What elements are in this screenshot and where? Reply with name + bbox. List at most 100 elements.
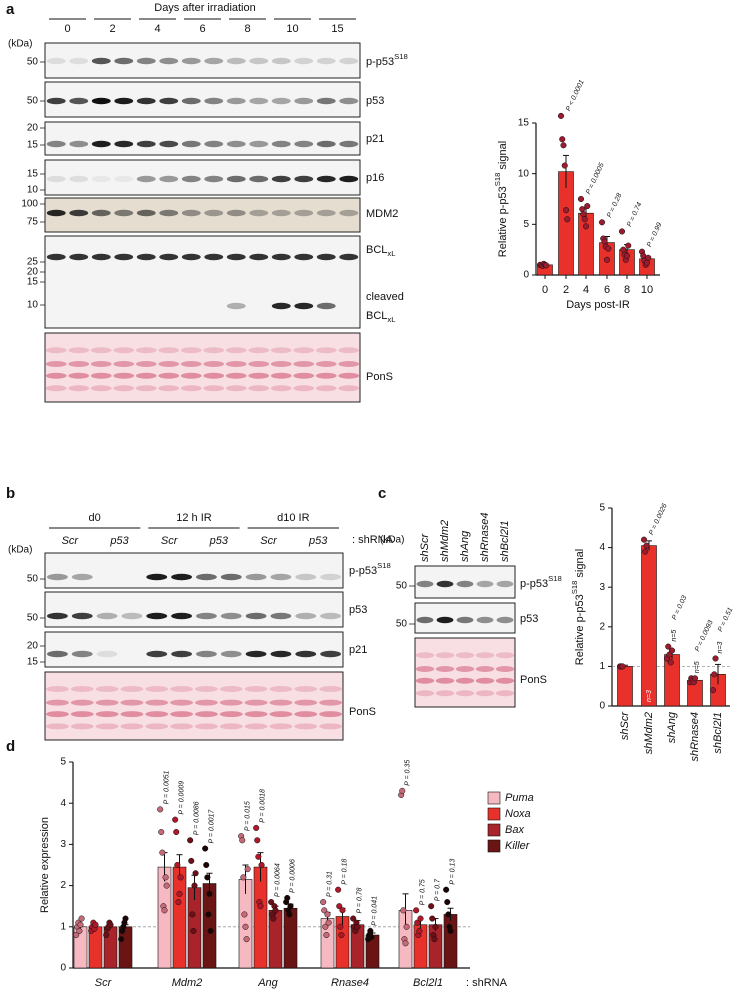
data-point — [272, 907, 279, 914]
p-value: P = 0.0009 — [178, 781, 185, 815]
marker-label: 10 — [27, 185, 39, 196]
blot-title: Days after irradiation — [154, 2, 256, 14]
lane-label: 0 — [64, 23, 70, 35]
blot-label-sup: S18 — [394, 52, 408, 61]
band — [220, 650, 242, 658]
pons-band — [435, 666, 455, 673]
y-tick-label: 1 — [60, 921, 66, 932]
band — [136, 140, 156, 148]
blot-frame — [44, 591, 344, 628]
data-point — [447, 927, 454, 934]
data-point — [287, 903, 294, 910]
y-tick-label: 3 — [60, 839, 66, 850]
pons-band — [90, 347, 112, 354]
band — [136, 175, 156, 183]
band — [114, 253, 134, 261]
band — [249, 97, 269, 105]
group-label: 12 h IR — [176, 512, 212, 524]
band — [476, 616, 494, 624]
band — [320, 650, 342, 658]
data-point — [403, 923, 410, 930]
band — [249, 57, 269, 65]
x-tick-label: 0 — [542, 284, 548, 296]
data-point — [350, 915, 357, 922]
data-point — [354, 923, 361, 930]
pons-band — [203, 372, 225, 379]
p-value: P = 0.0093 — [694, 619, 715, 653]
band — [271, 97, 291, 105]
pons-band — [495, 652, 515, 659]
data-point — [559, 136, 566, 143]
pons-band — [203, 385, 225, 392]
blot-label-text: p16 — [366, 172, 384, 184]
y-axis-label: Relative p-p53S18 signal — [570, 549, 586, 665]
band — [295, 573, 317, 581]
band — [114, 97, 134, 105]
band — [146, 573, 168, 581]
unit-label: (kDa) — [380, 535, 404, 546]
data-point — [643, 259, 651, 266]
blot-label: p16 — [366, 172, 384, 184]
pons-band — [248, 347, 270, 354]
band — [159, 140, 179, 148]
pons-band — [45, 361, 67, 368]
bar — [641, 545, 657, 707]
blot-frame — [44, 552, 344, 589]
band — [136, 97, 156, 105]
blot-label: cleaved — [366, 291, 404, 303]
marker-label: 50 — [27, 96, 39, 107]
blot-label-text: p53 — [349, 604, 367, 616]
pons-band — [158, 372, 180, 379]
group-label: d10 IR — [277, 512, 309, 524]
blot-label-text: MDM2 — [366, 208, 398, 220]
data-point — [163, 882, 170, 889]
marker-label: 100 — [21, 199, 38, 210]
pons-band — [338, 347, 360, 354]
blot-label: BCLxL — [366, 310, 396, 324]
band — [316, 209, 336, 217]
data-point — [177, 874, 184, 881]
pons-band — [225, 361, 247, 368]
pons-band — [248, 372, 270, 379]
band — [136, 209, 156, 217]
band — [46, 612, 68, 620]
data-point — [603, 256, 611, 263]
pons-band — [475, 666, 495, 673]
data-point — [428, 903, 435, 910]
data-point — [623, 252, 631, 259]
marker-label: 75 — [27, 217, 39, 228]
pons-band — [90, 361, 112, 368]
blot-label-text: p21 — [366, 133, 384, 145]
data-point — [187, 837, 194, 844]
y-axis-label-tail: signal — [574, 549, 586, 578]
data-point — [176, 890, 183, 897]
blot-frame — [44, 235, 361, 329]
data-point — [286, 911, 293, 918]
lane-label: shScr — [419, 533, 431, 562]
pons-band — [248, 385, 270, 392]
data-point — [643, 542, 650, 549]
band — [295, 612, 317, 620]
data-point — [270, 915, 277, 922]
lane-label: shAng — [459, 530, 471, 562]
band — [195, 650, 217, 658]
data-point — [172, 816, 179, 823]
p-value: P = 0.75 — [419, 879, 426, 905]
band — [46, 175, 66, 183]
marker-label: 15 — [27, 140, 39, 151]
pons-band — [495, 666, 515, 673]
data-point — [413, 907, 420, 914]
x-tick-label: Scr — [95, 977, 113, 989]
data-point — [443, 886, 450, 893]
pons-band — [475, 677, 495, 684]
pons-band — [293, 372, 315, 379]
n-label: n=5 — [694, 661, 701, 673]
band — [46, 573, 68, 581]
pons-band — [415, 652, 435, 659]
pons-band — [135, 372, 157, 379]
data-point — [157, 806, 164, 813]
lane-label: shRnase4 — [479, 512, 491, 562]
blot-label: p53 — [520, 613, 538, 625]
band — [295, 650, 317, 658]
pons-band — [435, 652, 455, 659]
